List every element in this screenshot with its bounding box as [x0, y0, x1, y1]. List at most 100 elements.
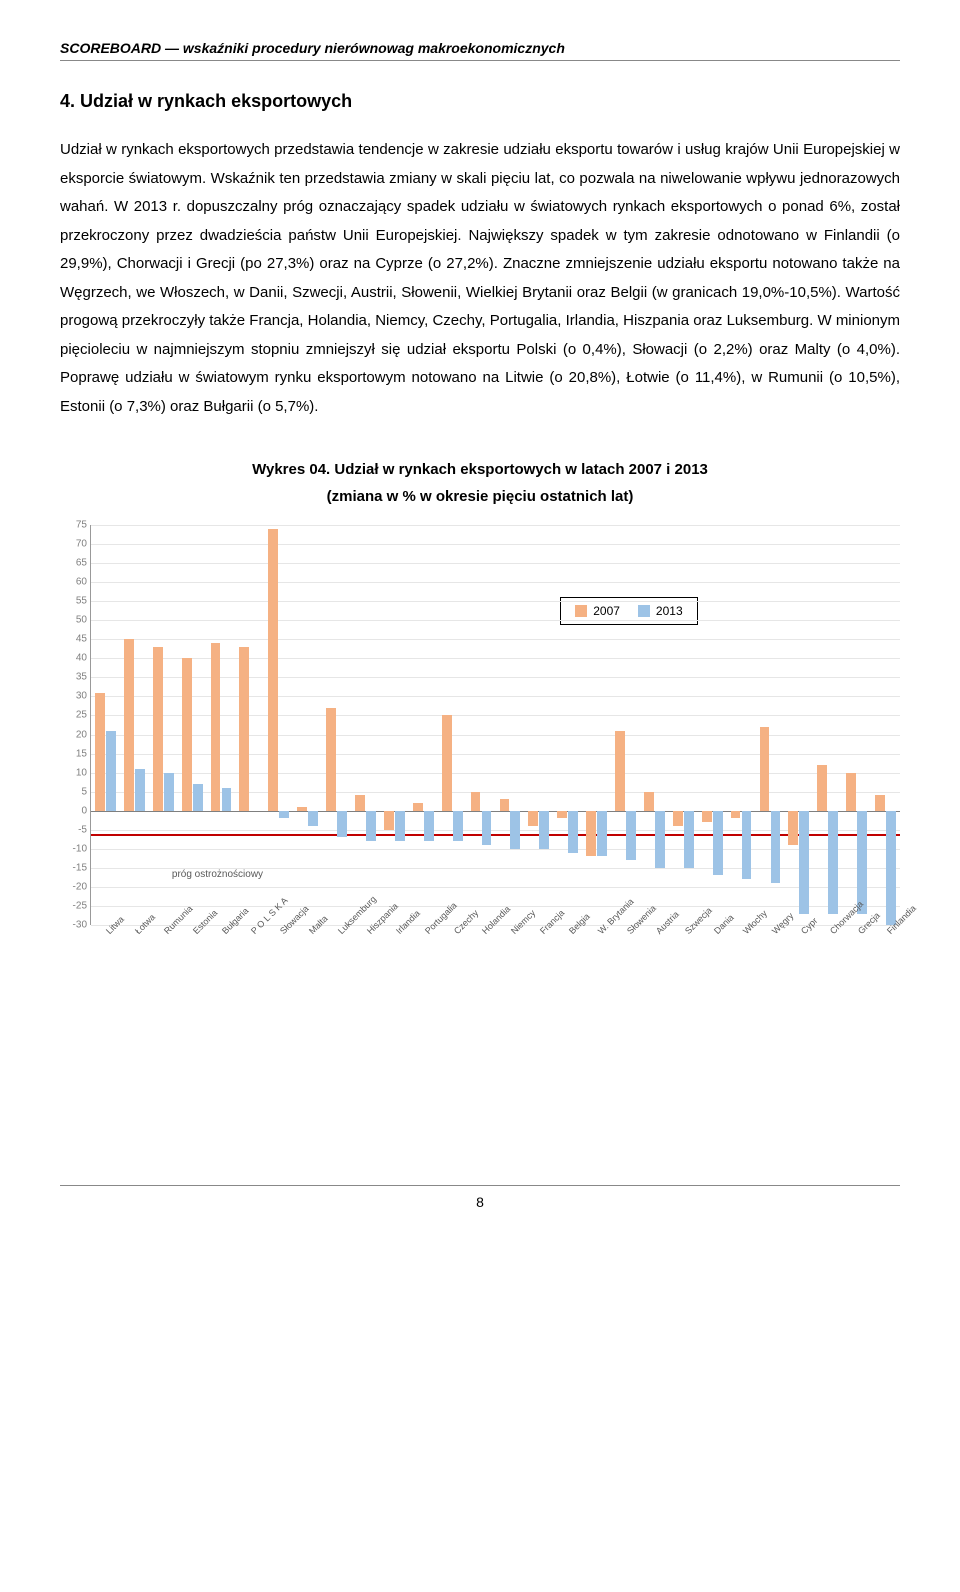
- page-number: 8: [476, 1194, 484, 1210]
- bar: [528, 811, 538, 826]
- x-tick-label: Bułgaria: [206, 925, 235, 1005]
- page-footer: 8: [60, 1185, 900, 1210]
- bar: [95, 693, 105, 811]
- chart-plot-area: 20072013 próg ostrożnościowy -30-25-20-1…: [90, 525, 900, 925]
- bar: [846, 773, 856, 811]
- bar-group: [727, 525, 756, 925]
- bar: [673, 811, 683, 826]
- bar: [308, 811, 318, 826]
- body-paragraph: Udział w rynkach eksportowych przedstawi…: [60, 136, 900, 421]
- bar: [557, 811, 567, 819]
- x-tick-label: Szwecja: [668, 925, 697, 1005]
- x-tick-label: Austria: [640, 925, 669, 1005]
- bar: [684, 811, 694, 868]
- bar: [615, 731, 625, 811]
- bar: [182, 658, 192, 810]
- x-tick-label: Estonia: [177, 925, 206, 1005]
- bar: [539, 811, 549, 849]
- x-tick-label: Węgry: [755, 925, 784, 1005]
- bar-group: [553, 525, 582, 925]
- y-tick-label: -20: [61, 881, 87, 892]
- y-tick-label: 50: [61, 615, 87, 626]
- bar: [239, 647, 249, 811]
- x-tick-label: Dania: [697, 925, 726, 1005]
- x-tick-label: Czechy: [437, 925, 466, 1005]
- bar: [702, 811, 712, 822]
- x-tick-label: Hiszpania: [350, 925, 379, 1005]
- bar: [828, 811, 838, 914]
- x-tick-label: Słowacja: [264, 925, 293, 1005]
- section-title: 4. Udział w rynkach eksportowych: [60, 91, 900, 112]
- y-tick-label: 15: [61, 748, 87, 759]
- bar-group: [409, 525, 438, 925]
- bar-group: [582, 525, 611, 925]
- bar-group: [91, 525, 120, 925]
- section-number: 4.: [60, 91, 75, 111]
- bar: [857, 811, 867, 914]
- bar: [106, 731, 116, 811]
- bar-group: [438, 525, 467, 925]
- bar-group: [207, 525, 236, 925]
- bar: [626, 811, 636, 861]
- bar: [760, 727, 770, 811]
- bars-container: [91, 525, 900, 925]
- bar-group: [495, 525, 524, 925]
- bar-group: [640, 525, 669, 925]
- y-tick-label: 25: [61, 710, 87, 721]
- bar: [500, 799, 510, 810]
- bar-group: [322, 525, 351, 925]
- x-tick-label: Francja: [524, 925, 553, 1005]
- bar-group: [813, 525, 842, 925]
- x-tick-label: Niemcy: [495, 925, 524, 1005]
- bar: [510, 811, 520, 849]
- bar: [164, 773, 174, 811]
- x-tick-label: Irlandia: [379, 925, 408, 1005]
- bar: [337, 811, 347, 838]
- bar-group: [784, 525, 813, 925]
- x-tick-label: Malta: [292, 925, 321, 1005]
- bar-group: [871, 525, 900, 925]
- y-tick-label: 30: [61, 691, 87, 702]
- bar: [395, 811, 405, 841]
- bar: [297, 807, 307, 811]
- bar: [799, 811, 809, 914]
- chart-title: Wykres 04. Udział w rynkach eksportowych…: [60, 461, 900, 478]
- bar-group: [698, 525, 727, 925]
- y-tick-label: 35: [61, 672, 87, 683]
- bar: [713, 811, 723, 876]
- bar-group: [351, 525, 380, 925]
- bar: [886, 811, 896, 925]
- x-tick-label: Finlandia: [871, 925, 900, 1005]
- y-tick-label: 5: [61, 786, 87, 797]
- bar: [424, 811, 434, 841]
- bar: [384, 811, 394, 830]
- y-tick-label: 0: [61, 805, 87, 816]
- x-tick-label: Litwa: [90, 925, 119, 1005]
- x-tick-label: Grecja: [842, 925, 871, 1005]
- y-tick-label: 65: [61, 558, 87, 569]
- y-tick-label: 10: [61, 767, 87, 778]
- bar: [644, 792, 654, 811]
- section-heading: Udział w rynkach eksportowych: [80, 91, 352, 111]
- bar: [268, 529, 278, 811]
- x-tick-label: Belgia: [553, 925, 582, 1005]
- bar-group: [669, 525, 698, 925]
- y-tick-label: 45: [61, 634, 87, 645]
- y-tick-label: 40: [61, 653, 87, 664]
- bar: [568, 811, 578, 853]
- bar-group: [467, 525, 496, 925]
- bar-group: [149, 525, 178, 925]
- bar-group: [178, 525, 207, 925]
- bar-group: [755, 525, 784, 925]
- y-tick-label: 20: [61, 729, 87, 740]
- chart-x-axis: LitwaŁotwaRumuniaEstoniaBułgariaP O L S …: [90, 925, 900, 1005]
- y-tick-label: -25: [61, 900, 87, 911]
- bar-group: [524, 525, 553, 925]
- bar: [655, 811, 665, 868]
- x-tick-label: Włochy: [726, 925, 755, 1005]
- bar: [211, 643, 221, 811]
- bar-group: [235, 525, 264, 925]
- bar: [471, 792, 481, 811]
- y-tick-label: 55: [61, 596, 87, 607]
- y-tick-label: -30: [61, 920, 87, 931]
